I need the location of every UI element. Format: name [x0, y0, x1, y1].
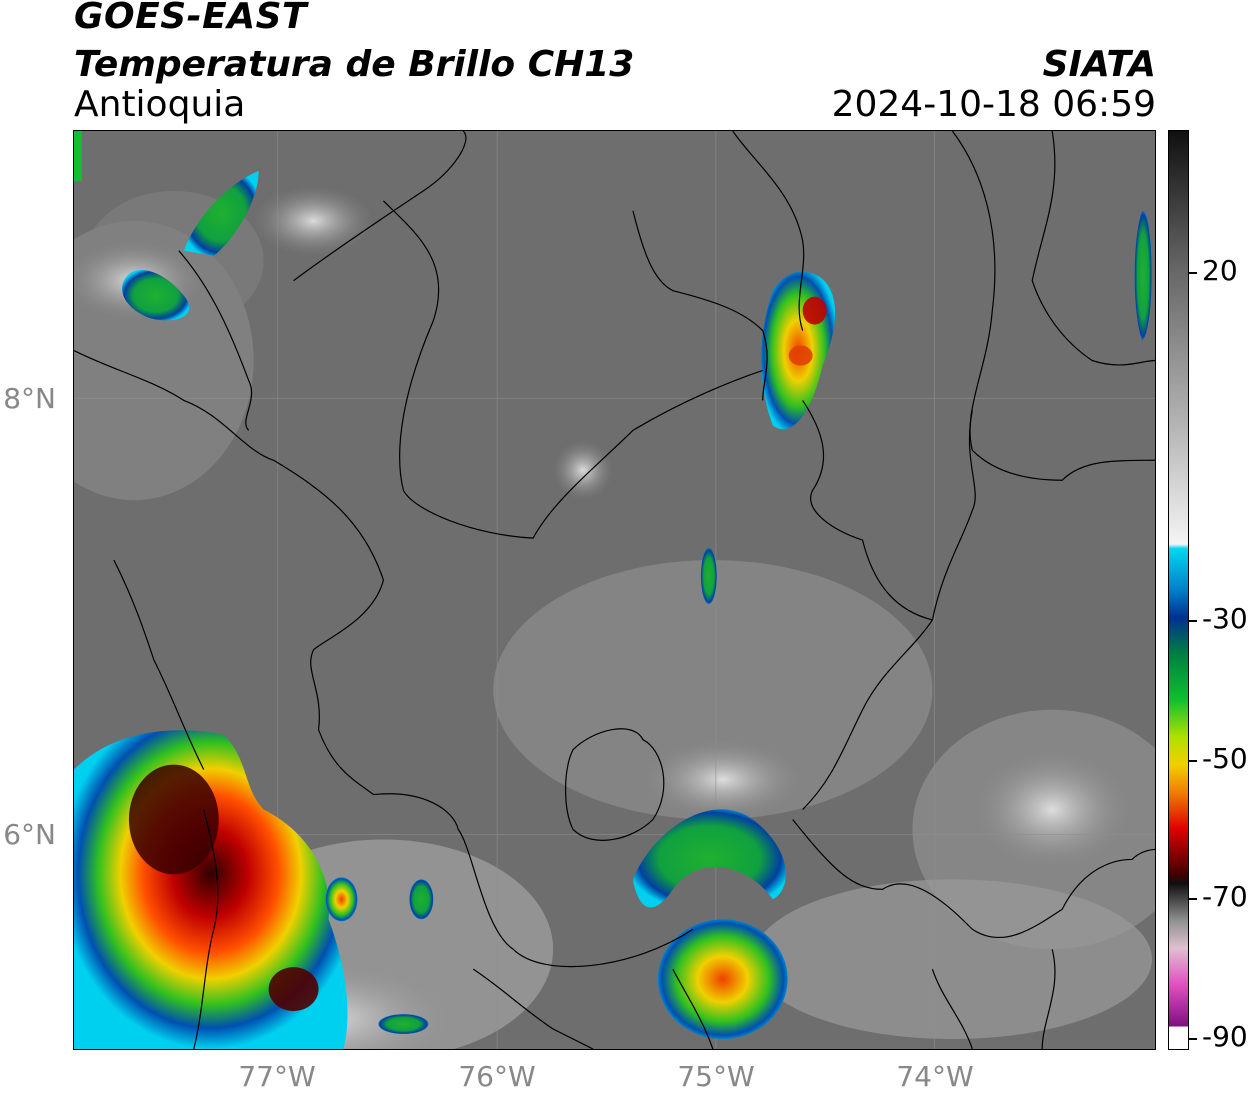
colorbar-label-minus50: -50: [1202, 742, 1248, 775]
convective-cell-south-arc: [632, 809, 786, 908]
colorbar: [1168, 130, 1189, 1050]
lon-label-74w: 74°W: [896, 1060, 974, 1093]
convective-cell-south: [657, 919, 788, 1040]
brand-label: SIATA: [1042, 44, 1156, 85]
lat-label-6n: 6°N: [3, 818, 56, 851]
lat-label-8n: 8°N: [3, 382, 56, 415]
colorbar-tick: [1189, 620, 1197, 622]
colorbar-tick: [1189, 760, 1197, 762]
colorbar-tick: [1189, 1038, 1197, 1040]
timestamp-label: 2024-10-18 06:59: [831, 84, 1156, 125]
lon-label-77w: 77°W: [238, 1060, 316, 1093]
region-label: Antioquia: [74, 84, 246, 125]
colorbar-tick: [1189, 272, 1197, 274]
product-title: Temperatura de Brillo CH13: [74, 44, 635, 85]
satellite-map: [73, 130, 1156, 1050]
satellite-title: GOES-EAST: [74, 0, 308, 37]
lon-label-75w: 75°W: [677, 1060, 755, 1093]
colorbar-label-minus90: -90: [1202, 1020, 1248, 1053]
colorbar-tick: [1189, 898, 1197, 900]
lon-label-76w: 76°W: [458, 1060, 536, 1093]
colorbar-label-20: 20: [1202, 254, 1238, 287]
colorbar-label-minus70: -70: [1202, 880, 1248, 913]
colorbar-label-minus30: -30: [1202, 602, 1248, 635]
